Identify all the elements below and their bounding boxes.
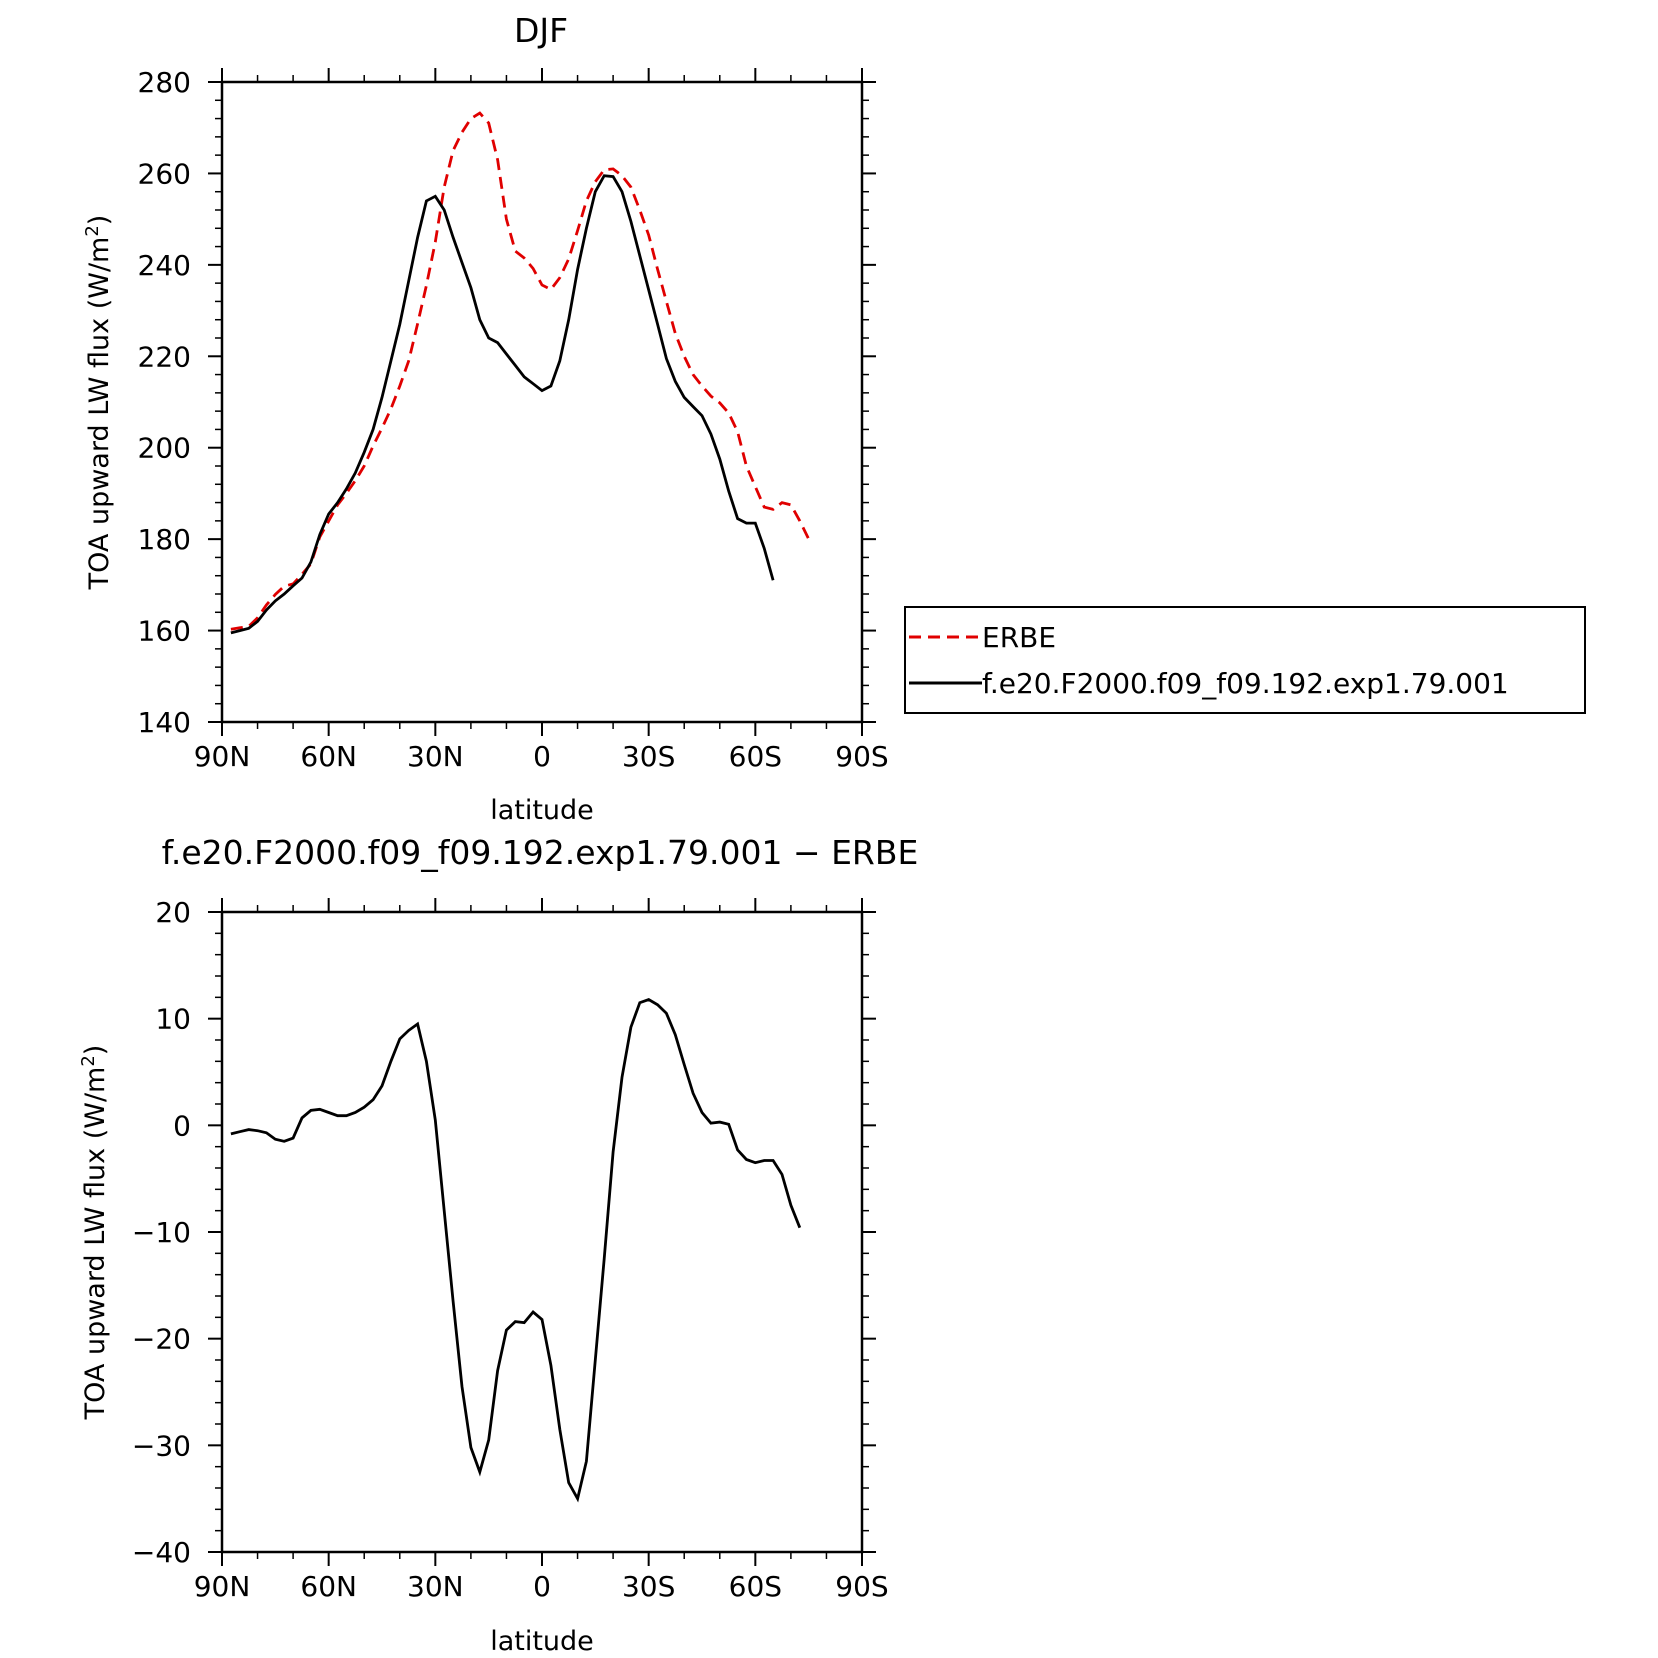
bottom-y-axis-label-close: ) bbox=[80, 1045, 111, 1056]
y-tick-label: −10 bbox=[132, 1216, 191, 1249]
x-tick-label: 30N bbox=[407, 1570, 464, 1603]
x-tick-label: 60N bbox=[300, 740, 357, 773]
top-y-axis-label-close: ) bbox=[84, 215, 115, 226]
top-chart-title: DJF bbox=[514, 11, 568, 50]
top-y-axis-label: TOA upward LW flux (W/m2) bbox=[82, 215, 115, 591]
legend: ERBE f.e20.F2000.f09_f09.192.exp1.79.001 bbox=[904, 606, 1586, 714]
y-tick-label: 0 bbox=[173, 1109, 191, 1142]
bottom-x-tick-labels: 90N 60N 30N 0 30S 60S 90S bbox=[194, 1570, 889, 1603]
y-tick-label: 160 bbox=[138, 615, 191, 648]
x-tick-label: 30S bbox=[622, 1570, 675, 1603]
bottom-y-axis-label: TOA upward LW flux (W/m2) bbox=[78, 1045, 111, 1421]
y-tick-label: 240 bbox=[138, 249, 191, 282]
y-tick-label: 260 bbox=[138, 157, 191, 190]
bottom-x-axis-label: latitude bbox=[490, 1626, 594, 1657]
y-tick-label: 140 bbox=[138, 706, 191, 739]
y-tick-label: 220 bbox=[138, 340, 191, 373]
y-tick-label: 10 bbox=[155, 1003, 191, 1036]
x-tick-label: 60S bbox=[729, 740, 782, 773]
x-tick-label: 0 bbox=[533, 740, 551, 773]
legend-box bbox=[904, 606, 1586, 714]
x-tick-label: 30S bbox=[622, 740, 675, 773]
x-tick-label: 60N bbox=[300, 1570, 357, 1603]
x-tick-label: 90N bbox=[194, 740, 251, 773]
bottom-chart-title: f.e20.F2000.f09_f09.192.exp1.79.001 − ER… bbox=[162, 833, 919, 872]
y-tick-label: 20 bbox=[155, 896, 191, 929]
difference-line bbox=[230, 997, 802, 1503]
legend-label-erbe: ERBE bbox=[982, 621, 1056, 654]
bottom-plot-frame bbox=[220, 910, 864, 1554]
legend-label-model: f.e20.F2000.f09_f09.192.exp1.79.001 bbox=[982, 667, 1509, 700]
top-x-tick-labels: 90N 60N 30N 0 30S 60S 90S bbox=[194, 740, 889, 773]
top-tick-marks bbox=[208, 68, 876, 736]
top-y-axis-label-sup: 2 bbox=[82, 225, 103, 236]
x-tick-label: 60S bbox=[729, 1570, 782, 1603]
y-tick-label: 180 bbox=[138, 523, 191, 556]
x-tick-label: 90S bbox=[835, 740, 888, 773]
x-tick-label: 30N bbox=[407, 740, 464, 773]
top-chart: DJF 90N 60N 30N 0 30S 60S 90S 140 160 180 200 220 2… bbox=[82, 11, 889, 826]
y-tick-label: −30 bbox=[132, 1429, 191, 1462]
bottom-y-axis-label-main: TOA upward LW flux (W/m bbox=[80, 1067, 111, 1421]
bottom-y-tick-labels: −40 −30 −20 −10 0 10 20 bbox=[132, 896, 191, 1569]
top-y-tick-labels: 140 160 180 200 220 240 260 280 bbox=[138, 66, 191, 739]
y-tick-label: −40 bbox=[132, 1536, 191, 1569]
top-x-axis-label: latitude bbox=[490, 795, 594, 826]
erbe-line bbox=[230, 111, 810, 631]
bottom-chart: f.e20.F2000.f09_f09.192.exp1.79.001 − ER… bbox=[78, 833, 918, 1657]
top-plot-frame bbox=[220, 80, 864, 724]
x-tick-label: 0 bbox=[533, 1570, 551, 1603]
top-y-axis-label-main: TOA upward LW flux (W/m bbox=[84, 237, 115, 591]
bottom-tick-marks bbox=[208, 898, 876, 1566]
y-tick-label: 200 bbox=[138, 432, 191, 465]
bottom-y-axis-label-sup: 2 bbox=[78, 1055, 99, 1066]
y-tick-label: 280 bbox=[138, 66, 191, 99]
y-tick-label: −20 bbox=[132, 1323, 191, 1356]
model-line bbox=[230, 174, 775, 635]
x-tick-label: 90S bbox=[835, 1570, 888, 1603]
x-tick-label: 90N bbox=[194, 1570, 251, 1603]
